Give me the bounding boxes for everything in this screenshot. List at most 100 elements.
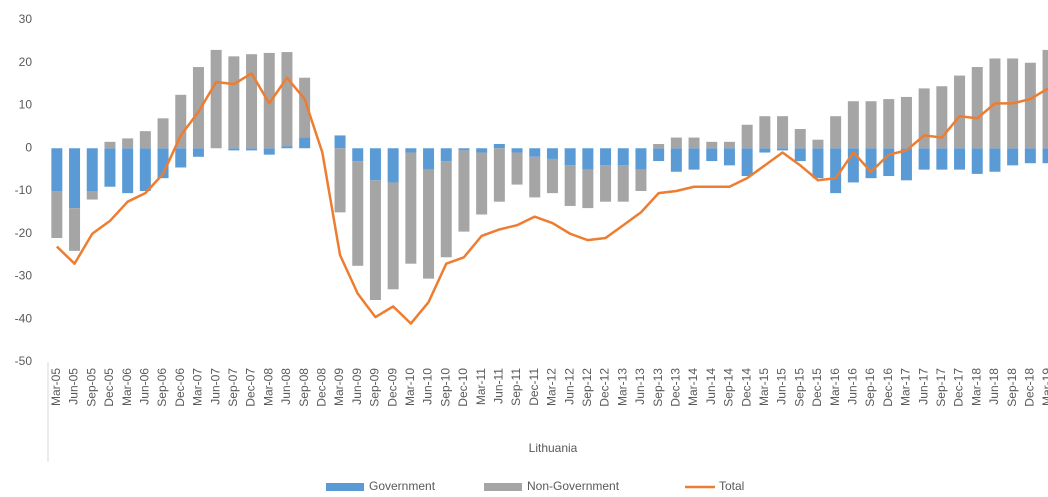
bar (529, 148, 541, 157)
bar (971, 67, 983, 149)
bar (440, 161, 452, 258)
x-tick-label: Jun-15 (775, 368, 789, 405)
bar (936, 148, 948, 170)
x-tick-label: Jun-10 (421, 368, 435, 405)
bar (617, 148, 629, 166)
x-tick-label: Sep-15 (792, 368, 806, 407)
x-tick-label: Mar-10 (403, 368, 417, 406)
bar (653, 148, 665, 162)
bar (847, 148, 859, 183)
bar (387, 182, 399, 290)
x-tick-label: Jun-11 (492, 368, 506, 404)
bar (458, 150, 470, 232)
bar (830, 148, 842, 194)
bar (175, 94, 187, 149)
bar (635, 148, 647, 170)
bar (387, 148, 399, 183)
x-tick-label: Jun-18 (987, 368, 1001, 405)
x-tick-label: Sep-16 (863, 368, 877, 407)
bar (1024, 62, 1036, 149)
x-tick-label: Jun-05 (67, 368, 81, 405)
x-tick-label: Jun-14 (704, 368, 718, 405)
bar (706, 141, 718, 149)
bar (493, 143, 505, 149)
bar (883, 148, 895, 177)
bar (918, 88, 930, 149)
bar (883, 99, 895, 149)
bar (546, 158, 558, 194)
x-tick-label: Dec-11 (527, 368, 541, 406)
bar (723, 141, 735, 149)
bar (759, 116, 771, 149)
bar (954, 75, 966, 149)
bar (299, 77, 311, 138)
x-tick-label: Mar-05 (49, 368, 63, 406)
bar (954, 148, 966, 170)
x-tick-label: Mar-11 (474, 368, 488, 405)
bar (458, 148, 470, 151)
bar (865, 148, 877, 179)
bar (900, 148, 912, 181)
x-tick-label: Jun-09 (350, 368, 364, 405)
y-tick-label: -30 (15, 269, 33, 283)
bar (369, 148, 381, 181)
bar (688, 148, 700, 170)
bar (423, 169, 435, 279)
x-tick-label: Dec-14 (739, 368, 753, 407)
bar (157, 118, 169, 149)
bar (192, 148, 204, 157)
bar (51, 191, 63, 239)
x-tick-label: Jun-08 (279, 368, 293, 405)
bar (794, 148, 806, 162)
bar (918, 148, 930, 170)
x-tick-label: Mar-18 (969, 368, 983, 406)
x-tick-label: Sep-06 (155, 368, 169, 407)
bar (511, 148, 523, 153)
bar (971, 148, 983, 174)
bar (423, 148, 435, 170)
bar (281, 146, 293, 149)
bar (334, 148, 346, 213)
bar (476, 152, 488, 215)
y-tick-label: 0 (25, 140, 32, 154)
bar (546, 148, 558, 159)
x-tick-label: Mar-17 (899, 368, 913, 406)
x-tick-label: Mar-14 (686, 368, 700, 406)
bar (175, 148, 187, 168)
line (55, 72, 1048, 325)
x-tick-label: Dec-17 (952, 368, 966, 407)
x-tick-label: Sep-12 (580, 368, 594, 407)
bar (246, 148, 258, 151)
bar (476, 148, 488, 153)
bar (688, 137, 700, 149)
x-tick-label: Sep-13 (651, 368, 665, 407)
x-tick-label: Mar-07 (191, 368, 205, 406)
x-tick-label: Sep-09 (368, 368, 382, 407)
bar (670, 148, 682, 172)
x-tick-label: Sep-08 (297, 368, 311, 407)
bar (210, 49, 222, 149)
bar (69, 208, 81, 251)
bar (564, 165, 576, 206)
bar (104, 141, 116, 149)
bar (334, 135, 346, 149)
y-tick-label: -40 (15, 311, 33, 325)
bar (369, 180, 381, 301)
bar (86, 148, 98, 191)
bar (263, 148, 275, 155)
bar (617, 165, 629, 202)
bar (635, 169, 647, 191)
bar (405, 152, 417, 264)
legend-label: Total (719, 479, 744, 493)
bar (493, 148, 505, 202)
x-tick-label: Mar-08 (261, 368, 275, 406)
bar (1024, 148, 1036, 164)
y-tick-label: 30 (19, 12, 33, 26)
bar (192, 67, 204, 149)
bar (139, 148, 151, 191)
x-tick-label: Sep-05 (84, 368, 98, 407)
bar (263, 52, 275, 149)
bar (157, 148, 169, 179)
x-tick-label: Dec-13 (669, 368, 683, 407)
